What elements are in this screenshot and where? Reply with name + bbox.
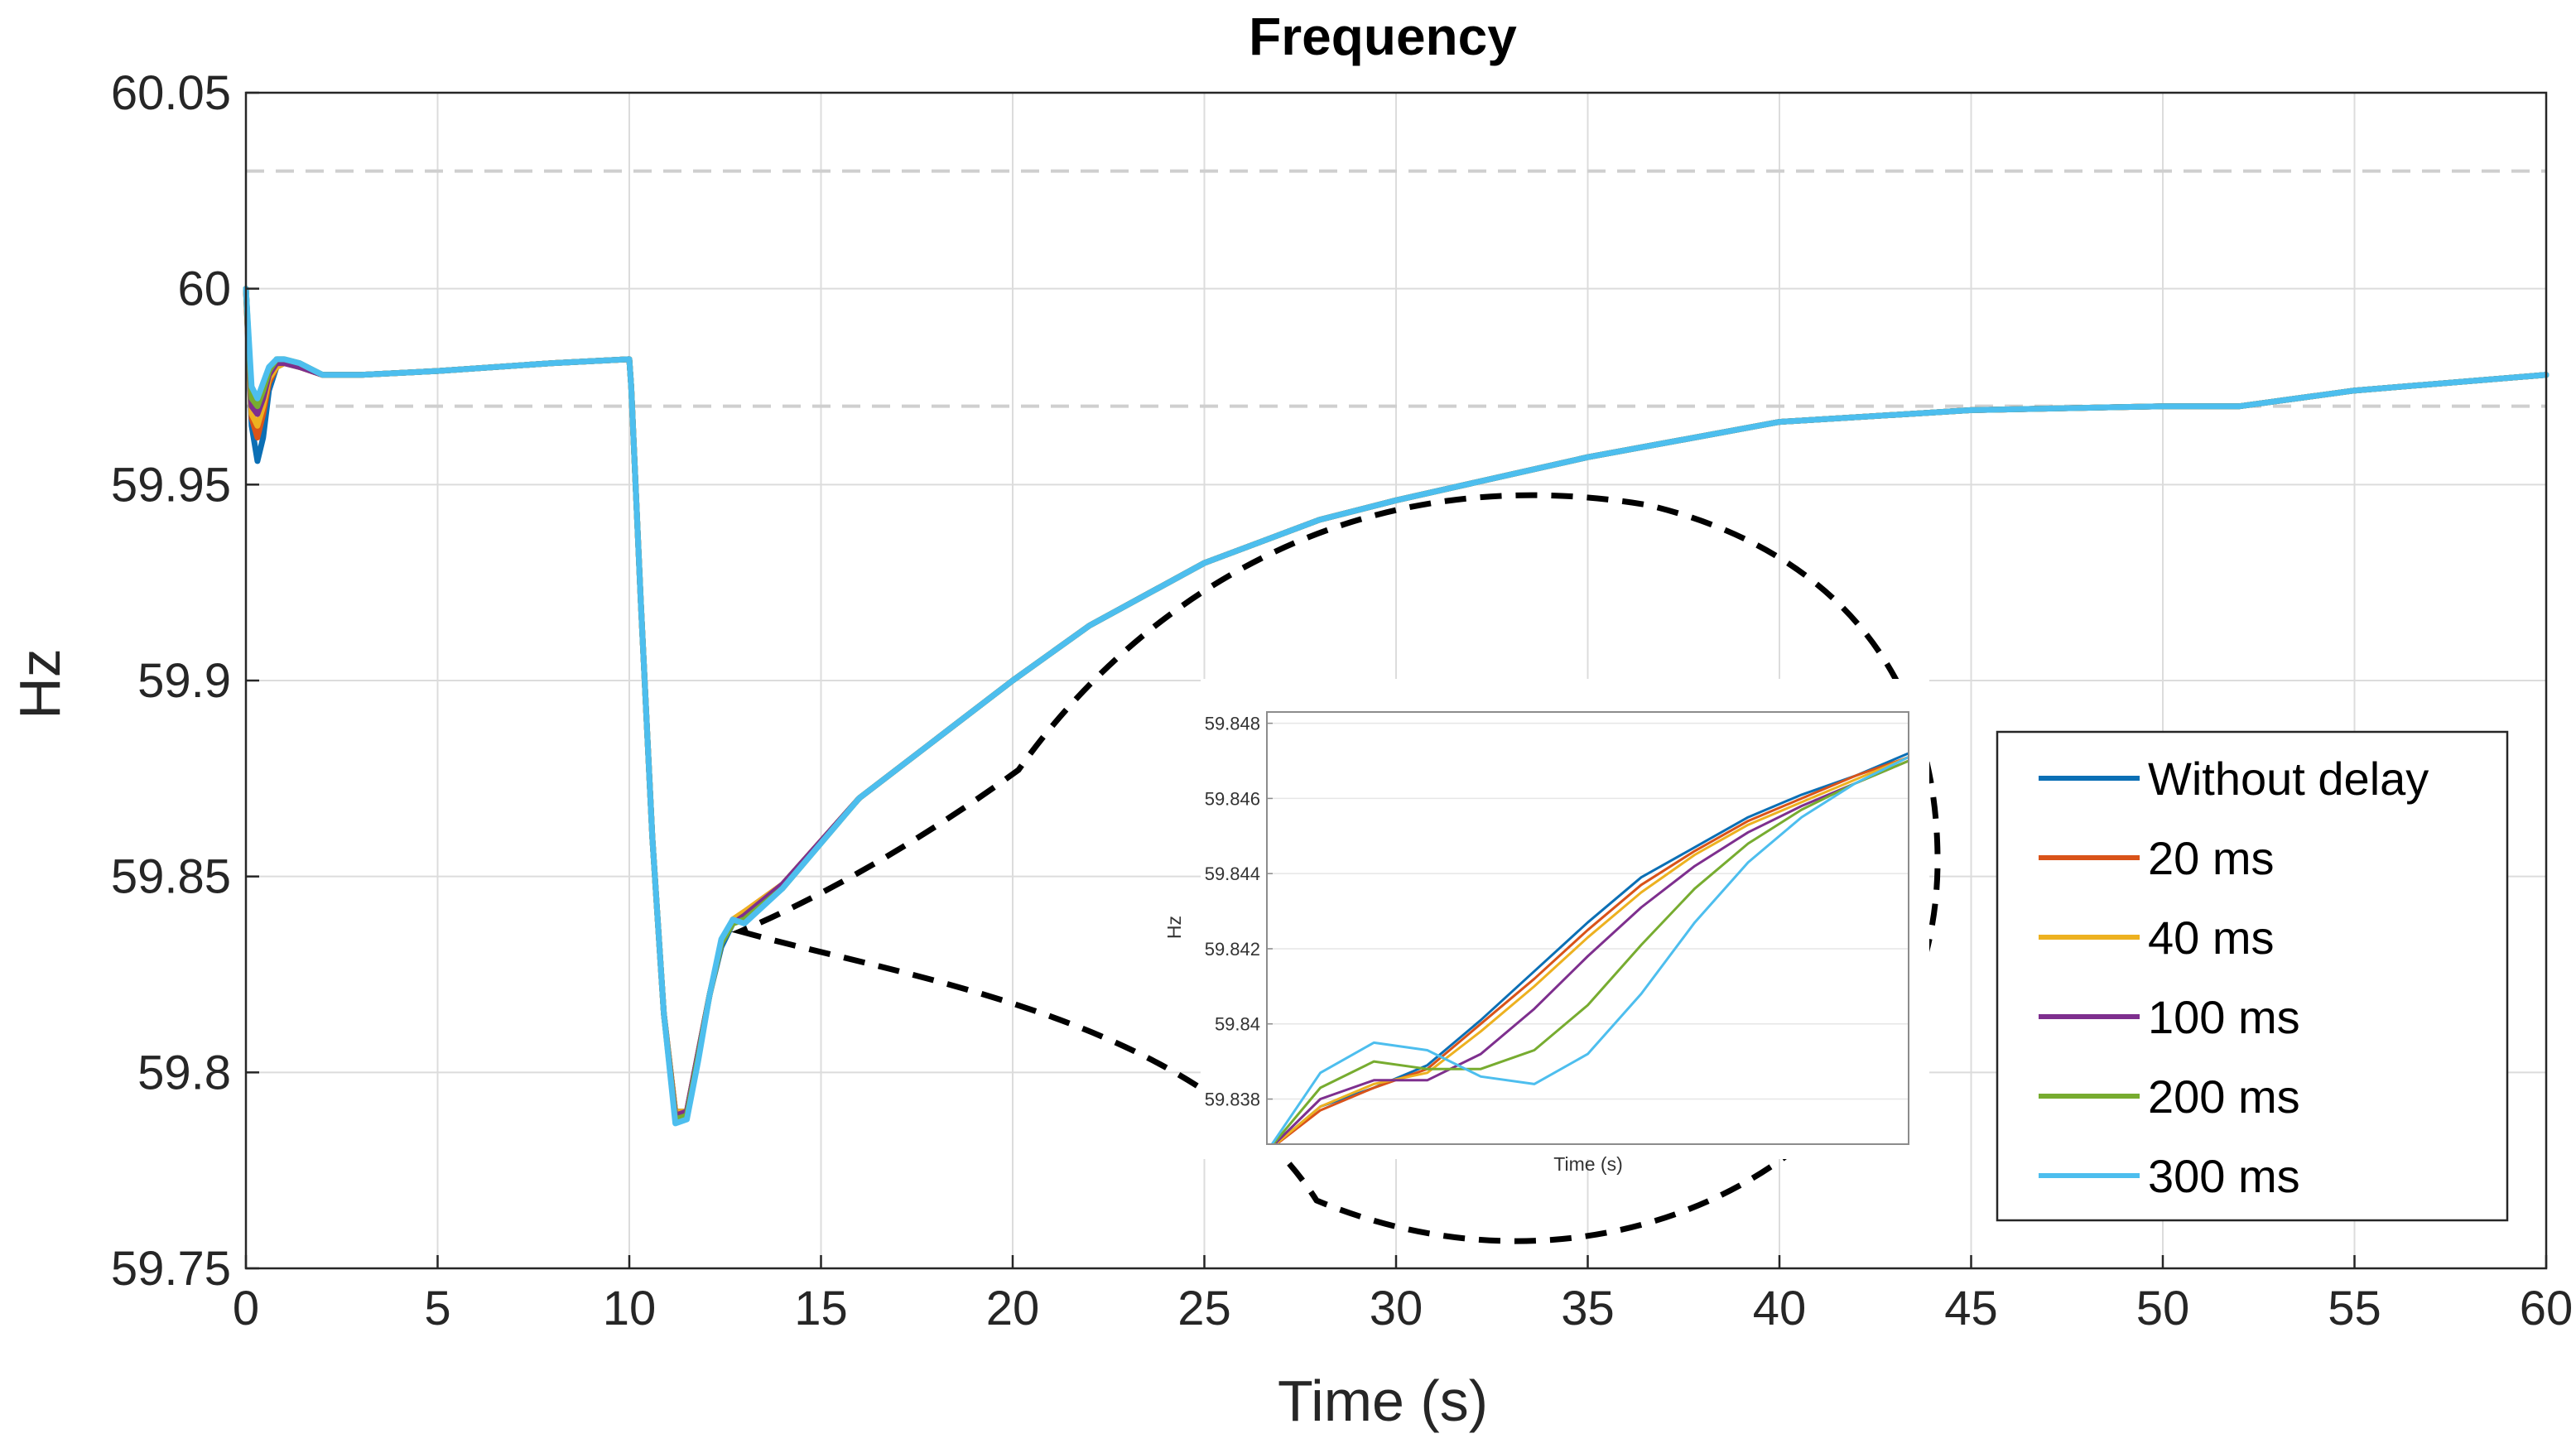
x-tick-label: 45 bbox=[1944, 1282, 1998, 1335]
legend-label: 40 ms bbox=[2148, 912, 2275, 964]
legend-items: Without delay 20 ms 40 ms 100 ms 200 ms 300 m… bbox=[2039, 753, 2429, 1202]
inset-y-tick-label: 59.848 bbox=[1205, 714, 1260, 734]
y-axis-label: Hz bbox=[7, 648, 72, 719]
zoom-callout-anchor bbox=[738, 929, 743, 934]
inset-zoom-plot: 59.838 59.84 59.842 59.844 59.846 59.848 Time… bbox=[1163, 679, 1929, 1175]
inset-y-tick-label: 59.844 bbox=[1205, 864, 1260, 884]
inset-y-tick-label: 59.846 bbox=[1205, 788, 1260, 809]
inset-series-line-20-ms bbox=[1274, 756, 1909, 1144]
legend-box bbox=[1996, 730, 2509, 1222]
x-tick-labels: 0 5 10 15 20 25 30 35 40 45 50 55 60 bbox=[233, 1255, 2573, 1335]
x-tick-label: 30 bbox=[1370, 1282, 1423, 1335]
inset-background bbox=[1201, 679, 1929, 1159]
legend-label: 200 ms bbox=[2148, 1070, 2300, 1123]
y-tick-label: 60 bbox=[177, 262, 231, 316]
legend-label: 20 ms bbox=[2148, 832, 2275, 884]
inset-y-axis-label: Hz bbox=[1163, 916, 1185, 939]
x-tick-label: 5 bbox=[424, 1282, 450, 1335]
inset-y-tick-label: 59.84 bbox=[1215, 1014, 1260, 1035]
legend: Without delay 20 ms 40 ms 100 ms 200 ms 300 m… bbox=[1996, 730, 2509, 1222]
x-tick-label: 55 bbox=[2328, 1282, 2381, 1335]
inset-series-line-40-ms bbox=[1274, 756, 1909, 1144]
x-axis-label: Time (s) bbox=[1278, 1369, 1488, 1433]
y-tick-label: 59.8 bbox=[137, 1046, 231, 1099]
legend-label: 100 ms bbox=[2148, 991, 2300, 1043]
y-tick-label: 59.9 bbox=[137, 654, 231, 708]
inset-plot-frame bbox=[1266, 711, 1909, 1145]
main-series-group bbox=[243, 286, 2550, 1127]
legend-label: 300 ms bbox=[2148, 1150, 2300, 1202]
y-tick-label: 59.85 bbox=[111, 850, 231, 904]
y-tick-label: 60.05 bbox=[111, 66, 231, 120]
chart-title: Frequency bbox=[1249, 7, 1517, 66]
x-tick-label: 60 bbox=[2520, 1282, 2574, 1335]
inset-series-group bbox=[1270, 752, 1909, 1144]
x-tick-label: 0 bbox=[233, 1282, 259, 1335]
x-tick-label: 20 bbox=[986, 1282, 1040, 1335]
inset-series-line-100-ms bbox=[1273, 759, 1909, 1144]
inset-y-tick-label: 59.838 bbox=[1205, 1090, 1260, 1110]
y-tick-labels: 59.75 59.8 59.85 59.9 59.95 60 60.05 bbox=[111, 66, 259, 1296]
inset-grid bbox=[1267, 722, 1909, 1100]
inset-series-line-200-ms bbox=[1271, 759, 1909, 1144]
x-tick-label: 10 bbox=[603, 1282, 657, 1335]
inset-y-tick-labels: 59.838 59.84 59.842 59.844 59.846 59.848 bbox=[1205, 714, 1273, 1110]
x-tick-label: 25 bbox=[1177, 1282, 1231, 1335]
x-tick-label: 50 bbox=[2136, 1282, 2190, 1335]
legend-label: Without delay bbox=[2148, 753, 2429, 805]
y-tick-label: 59.95 bbox=[111, 458, 231, 512]
x-tick-label: 35 bbox=[1561, 1282, 1615, 1335]
inset-y-tick-label: 59.842 bbox=[1205, 939, 1260, 960]
series-line-300-ms bbox=[243, 286, 2550, 1127]
y-tick-label: 59.75 bbox=[111, 1242, 231, 1296]
x-tick-label: 15 bbox=[794, 1282, 848, 1335]
inset-series-line-300-ms bbox=[1270, 756, 1909, 1144]
x-tick-label: 40 bbox=[1753, 1282, 1807, 1335]
inset-x-axis-label: Time (s) bbox=[1553, 1153, 1622, 1175]
